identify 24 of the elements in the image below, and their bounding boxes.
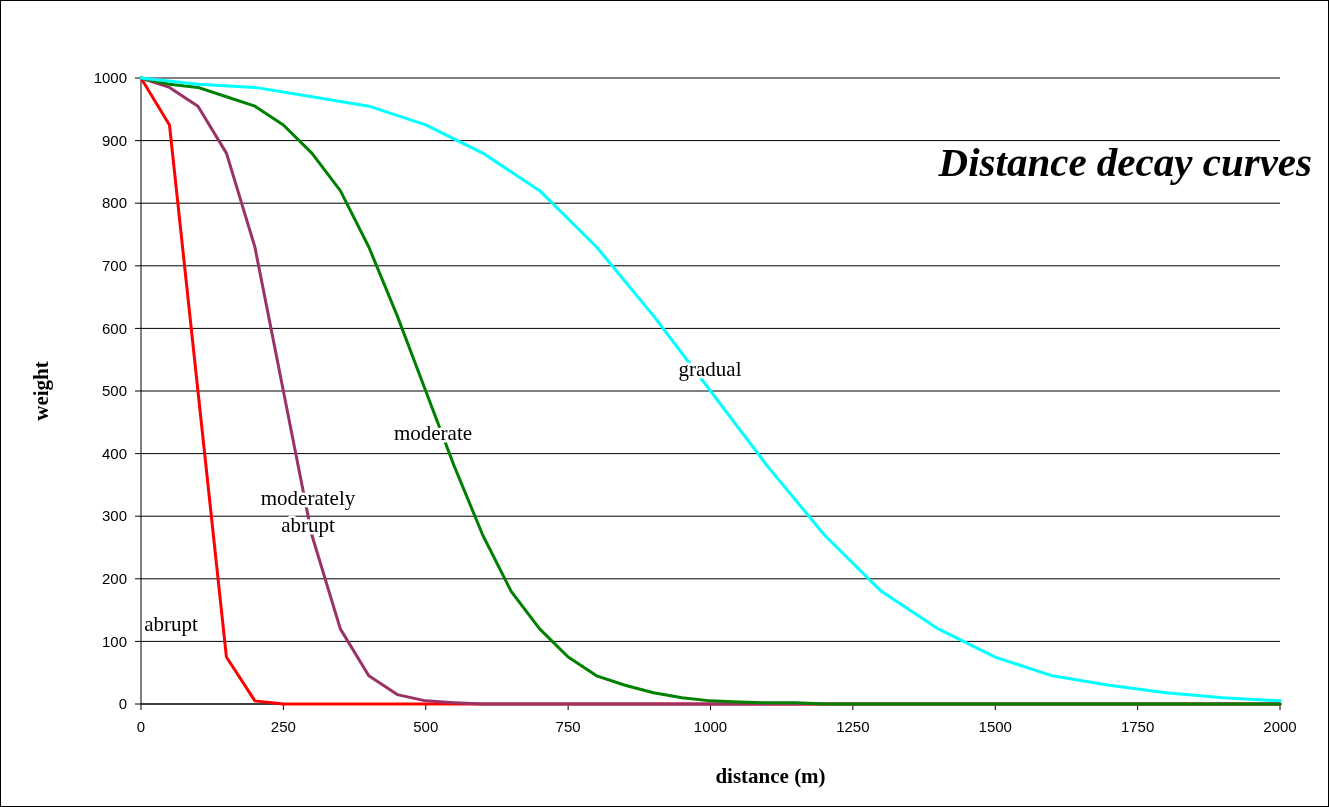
y-tick-label: 1000 bbox=[93, 69, 127, 87]
x-tick-label: 1500 bbox=[978, 718, 1012, 735]
x-axis-title: distance (m) bbox=[715, 764, 826, 788]
y-tick-label: 600 bbox=[101, 319, 127, 337]
y-tick-label: 200 bbox=[101, 570, 127, 588]
x-tick-label: 250 bbox=[270, 718, 296, 735]
text: Distance decay curves bbox=[937, 139, 1312, 185]
y-axis-title: weight bbox=[29, 361, 53, 421]
x-tick-label: 1250 bbox=[836, 718, 870, 735]
x-tick-label: 500 bbox=[413, 718, 439, 735]
y-tick-label: 700 bbox=[101, 257, 127, 275]
x-tick-label: 0 bbox=[136, 718, 146, 735]
x-tick-label: 750 bbox=[555, 718, 581, 735]
x-tick-label: 1750 bbox=[1120, 718, 1155, 735]
y-tick-label: 300 bbox=[101, 507, 127, 525]
x-tick-label: 2000 bbox=[1263, 718, 1297, 735]
y-tick-label: 500 bbox=[101, 382, 127, 400]
x-tick-label: 1000 bbox=[693, 718, 728, 735]
y-tick-label: 400 bbox=[101, 444, 127, 462]
y-tick-label: 100 bbox=[101, 632, 127, 650]
y-tick-label: 900 bbox=[101, 131, 127, 149]
series-label: abrupt bbox=[144, 612, 198, 637]
y-tick-label: 800 bbox=[101, 194, 127, 212]
y-tick-label: 0 bbox=[118, 695, 127, 713]
